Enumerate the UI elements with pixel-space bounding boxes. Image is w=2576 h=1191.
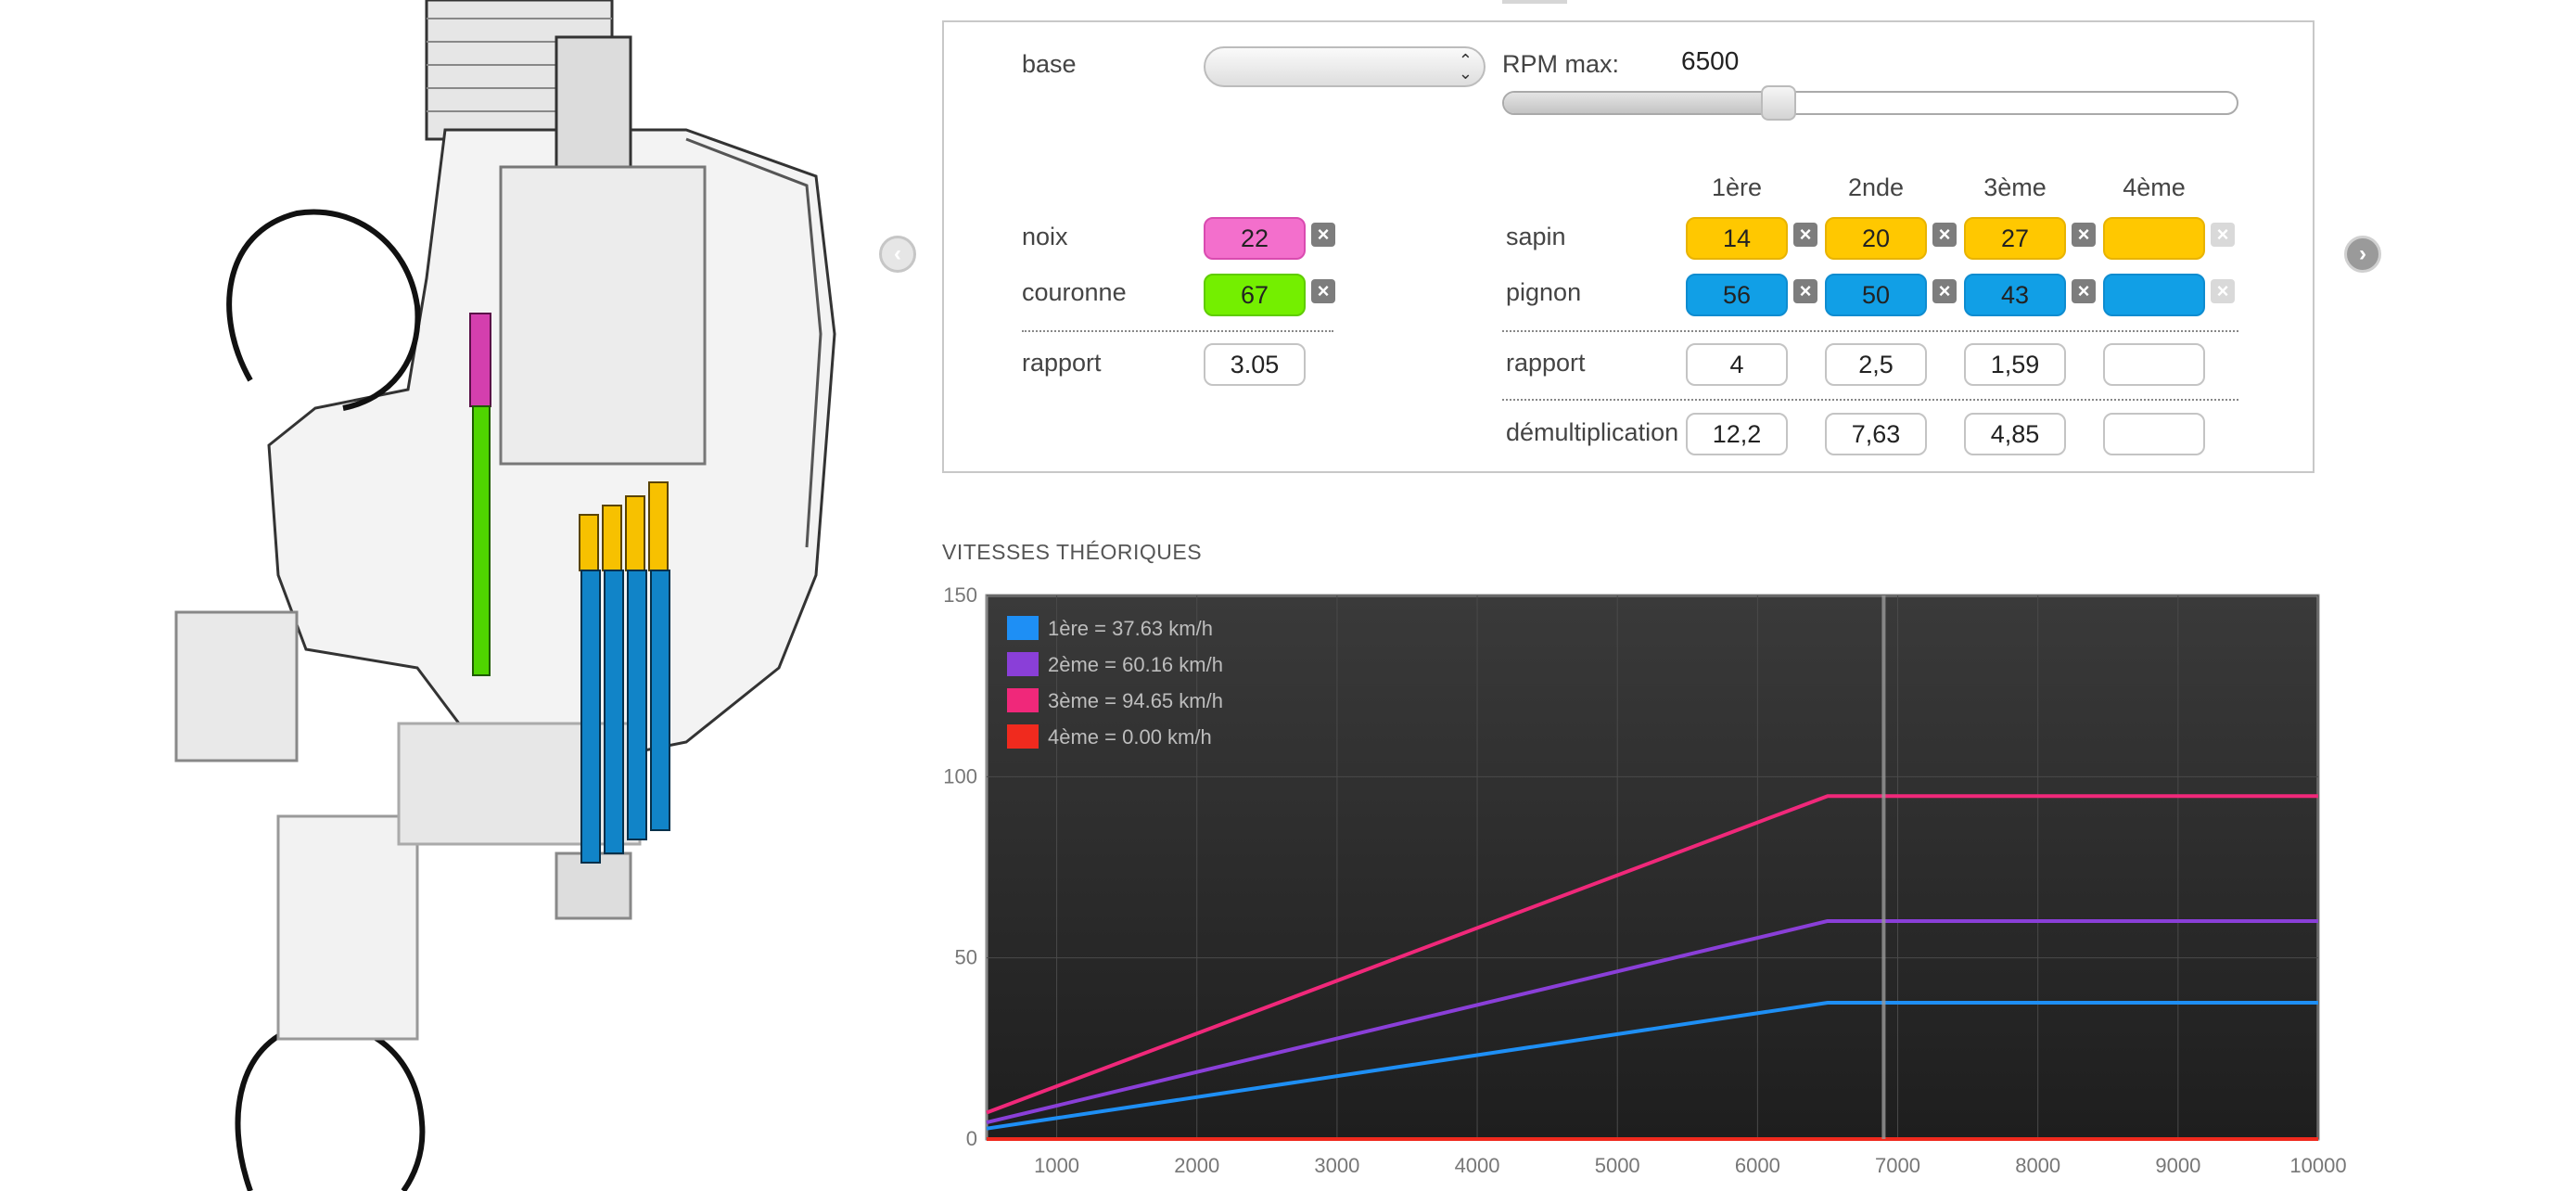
y-tick-label: 150 [943, 584, 977, 607]
sapin-2nde-input[interactable]: 20 [1825, 217, 1927, 260]
pignon-1ere-clear-button[interactable]: × [1793, 279, 1817, 303]
legend-swatch-4 [1007, 724, 1039, 749]
series-line-3 [986, 794, 2318, 1115]
series-line-1 [986, 1000, 2318, 1131]
pignon-2nde-input[interactable]: 50 [1825, 274, 1927, 316]
header-2nde: 2nde [1847, 173, 1905, 201]
demultiplication-3eme-value: 4,85 [1964, 413, 2066, 455]
legend-label-3: 3ème = 94.65 km/h [1048, 689, 1223, 712]
y-tick-label: 100 [943, 764, 977, 788]
pignon-3eme-input[interactable]: 43 [1964, 274, 2066, 316]
close-icon: × [1938, 279, 1951, 302]
legend-label-1: 1ère = 37.63 km/h [1048, 617, 1213, 640]
rapport-right-label: rapport [1506, 349, 1586, 377]
legend-swatch-1 [1007, 616, 1039, 640]
x-tick-label: 5000 [1595, 1154, 1640, 1177]
header-4eme: 4ème [2123, 173, 2186, 201]
rapport-3eme-value: 1,59 [1964, 343, 2066, 386]
rpm-max-value: 6500 [1681, 46, 1740, 75]
demultiplication-label: démultiplication [1506, 418, 1679, 446]
close-icon: × [1799, 223, 1812, 246]
rapport-1ere-value: 4 [1686, 343, 1788, 386]
x-tick-label: 4000 [1455, 1154, 1500, 1177]
legend-swatch-3 [1007, 688, 1039, 712]
rapport-left-label: rapport [1022, 349, 1102, 377]
prev-button[interactable]: ‹ [879, 236, 916, 273]
rpm-slider-handle[interactable] [1760, 85, 1796, 121]
close-icon: × [1317, 279, 1330, 302]
y-tick-label: 0 [966, 1127, 977, 1150]
sapin-4eme-clear-button[interactable]: × [2211, 223, 2235, 247]
engine-cutaway-illustration [174, 0, 836, 1191]
pignon-4eme-clear-button[interactable]: × [2211, 279, 2235, 303]
legend-swatch-2 [1007, 652, 1039, 676]
sapin-label: sapin [1506, 223, 1566, 250]
close-icon: × [2077, 223, 2090, 246]
close-icon: × [2077, 279, 2090, 302]
base-label: base [1022, 50, 1077, 78]
pignon-label: pignon [1506, 278, 1582, 306]
close-icon: × [2216, 279, 2229, 302]
x-tick-label: 1000 [1034, 1154, 1079, 1177]
noix-input[interactable]: 22 [1204, 217, 1306, 260]
rpm-slider-fill [1504, 93, 1780, 113]
close-icon: × [1317, 223, 1330, 246]
x-tick-label: 3000 [1314, 1154, 1359, 1177]
plot-area [985, 594, 2320, 1141]
pignon-4eme-input[interactable] [2103, 274, 2205, 316]
rapport-2nde-value: 2,5 [1825, 343, 1927, 386]
x-tick-label: 9000 [2155, 1154, 2200, 1177]
series-line-2 [986, 918, 2318, 1124]
rpm-max-label: RPM max: [1502, 50, 1620, 78]
sapin-3eme-input[interactable]: 27 [1964, 217, 2066, 260]
legend-label-4: 4ème = 0.00 km/h [1048, 725, 1212, 749]
section-title-fragment [1502, 0, 1567, 4]
header-1ere: 1ère [1711, 173, 1763, 201]
chevron-left-icon: ‹ [894, 241, 901, 266]
chevron-updown-icon: ⌃ ⌄ [1458, 51, 1473, 83]
y-tick-label: 50 [955, 946, 977, 969]
sapin-3eme-clear-button[interactable]: × [2072, 223, 2096, 247]
chart-title: VITESSES THÉORIQUES [942, 540, 1203, 564]
sapin-1ere-input[interactable]: 14 [1686, 217, 1788, 260]
sapin-2nde-clear-button[interactable]: × [1932, 223, 1957, 247]
header-3eme: 3ème [1983, 173, 2047, 201]
rapport-left-value: 3.05 [1204, 343, 1306, 386]
demultiplication-2nde-value: 7,63 [1825, 413, 1927, 455]
noix-label: noix [1022, 223, 1068, 250]
right-divider-1 [1502, 330, 2238, 332]
sapin-1ere-clear-button[interactable]: × [1793, 223, 1817, 247]
next-button[interactable]: › [2344, 236, 2381, 273]
rapport-4eme-value [2103, 343, 2205, 386]
left-divider [1022, 330, 1333, 332]
couronne-label: couronne [1022, 278, 1127, 306]
demultiplication-4eme-value [2103, 413, 2205, 455]
close-icon: × [2216, 223, 2229, 246]
noix-clear-button[interactable]: × [1311, 223, 1335, 247]
close-icon: × [1799, 279, 1812, 302]
sapin-4eme-input[interactable] [2103, 217, 2205, 260]
pignon-1ere-input[interactable]: 56 [1686, 274, 1788, 316]
close-icon: × [1938, 223, 1951, 246]
rpm-slider-track[interactable] [1502, 91, 2238, 115]
pignon-3eme-clear-button[interactable]: × [2072, 279, 2096, 303]
right-divider-2 [1502, 399, 2238, 401]
couronne-input[interactable]: 67 [1204, 274, 1306, 316]
chevron-right-icon: › [2359, 241, 2366, 266]
x-tick-label: 8000 [2015, 1154, 2060, 1177]
x-tick-label: 7000 [1875, 1154, 1920, 1177]
x-tick-label: 10000 [2289, 1154, 2346, 1177]
x-tick-label: 2000 [1174, 1154, 1219, 1177]
demultiplication-1ere-value: 12,2 [1686, 413, 1788, 455]
legend-label-2: 2ème = 60.16 km/h [1048, 653, 1223, 676]
base-select[interactable]: ⌃ ⌄ [1204, 46, 1486, 87]
speed-chart: 1000 2000 3000 4000 5000 6000 7000 8000 9000 1000… [943, 584, 2346, 1177]
pignon-2nde-clear-button[interactable]: × [1932, 279, 1957, 303]
couronne-clear-button[interactable]: × [1311, 279, 1335, 303]
x-tick-label: 6000 [1735, 1154, 1780, 1177]
